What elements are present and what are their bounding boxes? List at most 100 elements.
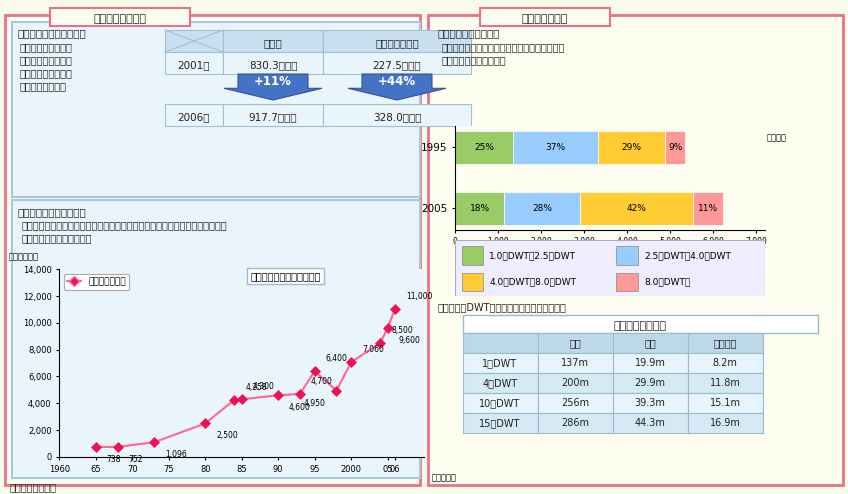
Bar (463, 393, 538, 413)
Bar (480, 8, 610, 26)
Text: 1,096: 1,096 (165, 451, 187, 459)
Bar (538, 413, 613, 433)
Text: 29.9m: 29.9m (634, 378, 666, 388)
Text: コンテナ船の動向: コンテナ船の動向 (93, 14, 147, 24)
Bar (223, 52, 323, 74)
Bar (455, 192, 504, 225)
Text: 国際コンテナ航路便: 国際コンテナ航路便 (20, 42, 73, 52)
Bar (688, 393, 763, 413)
Bar (688, 413, 763, 433)
Text: 4,600: 4,600 (289, 403, 311, 412)
Text: 8.0万DWT～: 8.0万DWT～ (644, 278, 690, 287)
Text: バルク船の隻数は近年増加傾向にあり、船舶の: バルク船の隻数は近年増加傾向にあり、船舶の (442, 42, 566, 52)
Text: 航路数: 航路数 (264, 38, 282, 48)
Text: 【コンテナ船の大型化】: 【コンテナ船の大型化】 (17, 207, 86, 217)
Text: 4,300: 4,300 (253, 382, 275, 391)
Bar (513, 131, 598, 164)
Text: 1.0万DWT～2.5万DWT: 1.0万DWT～2.5万DWT (489, 251, 577, 260)
Text: コンテナ船の大型化の推移: コンテナ船の大型化の推移 (250, 271, 321, 281)
Text: 39.3m: 39.3m (634, 398, 666, 408)
Text: 227.5便／週: 227.5便／週 (372, 60, 421, 70)
Bar (463, 333, 538, 353)
Bar (616, 273, 638, 291)
Text: 328.0便／週: 328.0便／週 (373, 112, 421, 122)
Text: +44%: +44% (378, 75, 416, 87)
Bar (688, 333, 763, 353)
Text: 地の集約が進んでいる。: 地の集約が進んでいる。 (22, 233, 92, 243)
Bar (665, 131, 685, 164)
Bar (223, 104, 323, 126)
Bar (613, 393, 688, 413)
Bar (538, 333, 613, 353)
Bar (461, 247, 483, 265)
Text: 44.3m: 44.3m (634, 418, 666, 428)
Bar (538, 373, 613, 393)
Text: 東アジア地域と欧米との基幹航路における更なるコンテナ船の大型化と寄港: 東アジア地域と欧米との基幹航路における更なるコンテナ船の大型化と寄港 (22, 220, 227, 230)
Bar (613, 353, 688, 373)
Text: 4.0万DWT～8.0万DWT: 4.0万DWT～8.0万DWT (489, 278, 577, 287)
Text: 752: 752 (129, 455, 143, 464)
Text: 15万DWT: 15万DWT (479, 418, 521, 428)
Bar (463, 413, 538, 433)
Text: 4,258: 4,258 (245, 383, 267, 392)
Text: 全長: 全長 (569, 338, 581, 348)
Text: 256m: 256m (561, 398, 589, 408)
Text: 11%: 11% (698, 204, 718, 213)
Bar (694, 192, 723, 225)
Text: 16.9m: 16.9m (710, 418, 740, 428)
Text: 917.7便／週: 917.7便／週 (248, 112, 298, 122)
Text: の伸びが著しい。: の伸びが著しい。 (20, 81, 67, 91)
Polygon shape (224, 74, 322, 100)
Text: 738: 738 (107, 455, 121, 464)
Bar (428, 15, 843, 485)
Text: 286m: 286m (561, 418, 589, 428)
Polygon shape (348, 74, 446, 100)
Bar (613, 373, 688, 393)
Bar (165, 52, 223, 74)
Bar (580, 192, 694, 225)
Text: 28%: 28% (532, 204, 552, 213)
Text: 船幅: 船幅 (644, 338, 656, 348)
Bar (688, 353, 763, 373)
Text: 2001年: 2001年 (178, 60, 210, 70)
Text: （笺工年）: （笺工年） (432, 474, 456, 483)
Text: 8,500: 8,500 (391, 326, 413, 335)
Text: （注）１万DWT以上のバルクキャリアが対象: （注）１万DWT以上のバルクキャリアが対象 (438, 302, 566, 312)
Bar (12, 22, 420, 197)
Text: 37%: 37% (545, 143, 566, 152)
Bar (50, 8, 190, 26)
Text: 「バルク船の大型化」: 「バルク船の大型化」 (438, 28, 500, 38)
Text: （積載個数）: （積載個数） (8, 253, 38, 262)
Text: 貨物船の標準船型: 貨物船の標準船型 (613, 321, 667, 331)
Bar (323, 104, 471, 126)
Text: 18%: 18% (470, 204, 490, 213)
Text: 数は近年増加傾向に: 数は近年増加傾向に (20, 55, 73, 65)
Text: あり、特に中国航路: あり、特に中国航路 (20, 68, 73, 78)
Text: 4,700: 4,700 (311, 377, 332, 386)
Text: 4,950: 4,950 (304, 399, 326, 408)
Bar (504, 192, 580, 225)
Bar (223, 30, 323, 52)
Text: 資料）国土交通省: 資料）国土交通省 (10, 482, 57, 492)
Text: 42%: 42% (627, 204, 646, 213)
Text: 137m: 137m (561, 358, 589, 368)
Text: 15.1m: 15.1m (710, 398, 740, 408)
Bar (323, 52, 471, 74)
Bar (435, 22, 840, 262)
Bar (613, 333, 688, 353)
Text: 9,600: 9,600 (399, 336, 421, 345)
Bar (461, 273, 483, 291)
Text: 大型化も進展している。: 大型化も進展している。 (442, 55, 506, 65)
Bar (455, 131, 513, 164)
Text: 10万DWT: 10万DWT (479, 398, 521, 408)
Text: 【東アジア航路の増大】: 【東アジア航路の増大】 (17, 28, 86, 38)
Text: 2.5万DWT～4.0万DWT: 2.5万DWT～4.0万DWT (644, 251, 731, 260)
Bar (538, 353, 613, 373)
Text: 29%: 29% (622, 143, 641, 152)
Text: 2006年: 2006年 (178, 112, 210, 122)
Text: 1万DWT: 1万DWT (483, 358, 517, 368)
Text: 9%: 9% (668, 143, 683, 152)
Text: 25%: 25% (474, 143, 494, 152)
Text: うち、中国航路: うち、中国航路 (375, 38, 419, 48)
Bar (463, 315, 818, 333)
